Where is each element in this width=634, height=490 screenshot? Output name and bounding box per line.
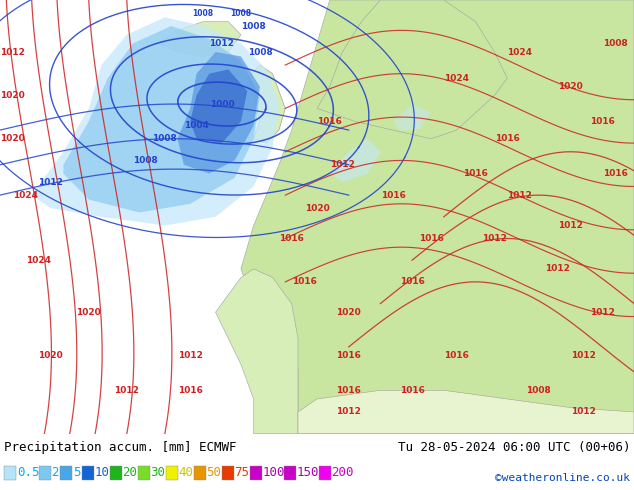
- Polygon shape: [393, 104, 431, 130]
- Text: 1016: 1016: [336, 351, 361, 360]
- Polygon shape: [63, 26, 260, 213]
- Text: 0.5: 0.5: [17, 466, 39, 479]
- Bar: [284, 466, 296, 480]
- Text: 1016: 1016: [418, 234, 444, 243]
- Text: 1020: 1020: [38, 351, 63, 360]
- Bar: [165, 466, 178, 480]
- Polygon shape: [241, 0, 634, 434]
- Bar: [110, 466, 122, 480]
- Text: 1016: 1016: [317, 117, 342, 126]
- Text: 1008: 1008: [230, 8, 252, 18]
- Text: 1016: 1016: [399, 386, 425, 395]
- Text: 50: 50: [207, 466, 221, 479]
- Text: 1012: 1012: [178, 351, 203, 360]
- Text: 1008: 1008: [192, 8, 214, 18]
- Text: 1008: 1008: [247, 48, 273, 56]
- Bar: [193, 466, 205, 480]
- Text: 1012: 1012: [571, 408, 596, 416]
- Text: 1016: 1016: [602, 169, 628, 178]
- Text: 1020: 1020: [304, 204, 330, 213]
- Text: 1012: 1012: [558, 221, 583, 230]
- Bar: [4, 466, 16, 480]
- Polygon shape: [178, 52, 260, 173]
- Text: 1016: 1016: [399, 277, 425, 286]
- Polygon shape: [190, 70, 247, 143]
- Bar: [60, 466, 72, 480]
- Text: 1016: 1016: [495, 134, 520, 143]
- Text: 1008: 1008: [133, 156, 158, 165]
- Text: 1008: 1008: [602, 39, 628, 48]
- Text: 1016: 1016: [463, 169, 488, 178]
- Text: 1020: 1020: [0, 134, 25, 143]
- Text: 1012: 1012: [545, 265, 571, 273]
- Text: 5: 5: [73, 466, 81, 479]
- Text: 150: 150: [297, 466, 320, 479]
- Text: 1008: 1008: [241, 22, 266, 30]
- Text: 1012: 1012: [0, 48, 25, 56]
- Text: 1012: 1012: [590, 308, 615, 317]
- Text: 100: 100: [262, 466, 285, 479]
- Text: 1012: 1012: [571, 351, 596, 360]
- Text: 1016: 1016: [279, 234, 304, 243]
- Text: 30: 30: [150, 466, 165, 479]
- Text: 1016: 1016: [292, 277, 317, 286]
- Text: 1012: 1012: [114, 386, 139, 395]
- Text: Precipitation accum. [mm] ECMWF: Precipitation accum. [mm] ECMWF: [4, 441, 236, 454]
- Text: 10: 10: [94, 466, 110, 479]
- Text: 2: 2: [51, 466, 59, 479]
- Bar: [221, 466, 233, 480]
- Text: 1024: 1024: [13, 191, 38, 199]
- Polygon shape: [32, 17, 279, 225]
- Text: 1008: 1008: [152, 134, 178, 143]
- Text: 1024: 1024: [507, 48, 533, 56]
- Text: 1016: 1016: [380, 191, 406, 199]
- Bar: [138, 466, 150, 480]
- Text: 1024: 1024: [444, 74, 469, 82]
- Text: 1012: 1012: [209, 39, 235, 48]
- Bar: [250, 466, 261, 480]
- Text: 1008: 1008: [526, 386, 552, 395]
- Polygon shape: [247, 65, 285, 143]
- Bar: [39, 466, 51, 480]
- Text: 1012: 1012: [38, 178, 63, 187]
- Text: 20: 20: [122, 466, 138, 479]
- Text: 40: 40: [179, 466, 193, 479]
- Text: 1016: 1016: [178, 386, 203, 395]
- Polygon shape: [158, 22, 241, 56]
- Bar: [318, 466, 330, 480]
- Text: 1016: 1016: [336, 386, 361, 395]
- Text: 1020: 1020: [336, 308, 361, 317]
- Polygon shape: [317, 0, 507, 139]
- Text: 1012: 1012: [330, 160, 355, 169]
- Text: 75: 75: [235, 466, 250, 479]
- Text: 1020: 1020: [0, 91, 25, 100]
- Text: 1016: 1016: [590, 117, 615, 126]
- Text: 1020: 1020: [76, 308, 101, 317]
- Polygon shape: [330, 139, 380, 182]
- Polygon shape: [216, 269, 298, 434]
- Polygon shape: [298, 390, 634, 434]
- Text: ©weatheronline.co.uk: ©weatheronline.co.uk: [495, 473, 630, 483]
- Text: 1004: 1004: [184, 121, 209, 130]
- Text: 1012: 1012: [507, 191, 533, 199]
- Text: 1016: 1016: [444, 351, 469, 360]
- Text: 200: 200: [332, 466, 354, 479]
- Text: 1000: 1000: [210, 99, 234, 109]
- Text: 1024: 1024: [25, 256, 51, 265]
- Text: 1020: 1020: [558, 82, 583, 91]
- Text: 1012: 1012: [482, 234, 507, 243]
- Text: Tu 28-05-2024 06:00 UTC (00+06): Tu 28-05-2024 06:00 UTC (00+06): [398, 441, 630, 454]
- Bar: [82, 466, 93, 480]
- Text: 1012: 1012: [336, 408, 361, 416]
